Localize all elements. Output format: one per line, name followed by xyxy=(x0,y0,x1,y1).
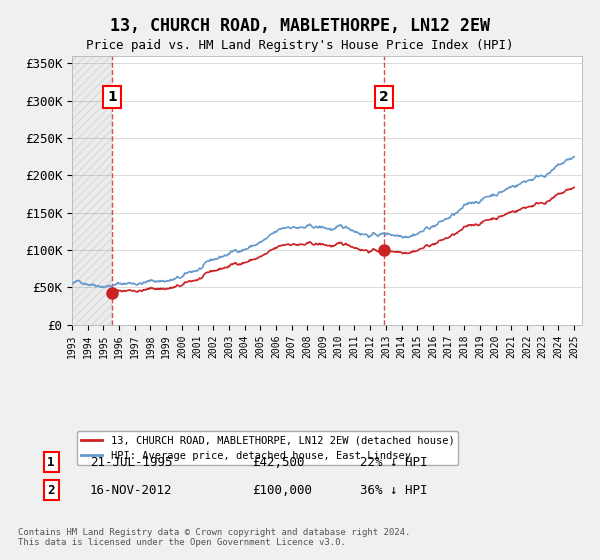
Text: 13, CHURCH ROAD, MABLETHORPE, LN12 2EW: 13, CHURCH ROAD, MABLETHORPE, LN12 2EW xyxy=(110,17,490,35)
Text: 2: 2 xyxy=(47,483,55,497)
Text: Contains HM Land Registry data © Crown copyright and database right 2024.
This d: Contains HM Land Registry data © Crown c… xyxy=(18,528,410,547)
Legend: 13, CHURCH ROAD, MABLETHORPE, LN12 2EW (detached house), HPI: Average price, det: 13, CHURCH ROAD, MABLETHORPE, LN12 2EW (… xyxy=(77,431,458,465)
Text: 36% ↓ HPI: 36% ↓ HPI xyxy=(360,483,427,497)
Text: 22% ↓ HPI: 22% ↓ HPI xyxy=(360,455,427,469)
Text: 21-JUL-1995: 21-JUL-1995 xyxy=(90,455,173,469)
Text: £100,000: £100,000 xyxy=(252,483,312,497)
Text: 1: 1 xyxy=(107,90,117,104)
Text: 1: 1 xyxy=(47,455,55,469)
Text: Price paid vs. HM Land Registry's House Price Index (HPI): Price paid vs. HM Land Registry's House … xyxy=(86,39,514,52)
Text: 16-NOV-2012: 16-NOV-2012 xyxy=(90,483,173,497)
Text: 2: 2 xyxy=(379,90,389,104)
Bar xyxy=(72,56,112,325)
Text: £42,500: £42,500 xyxy=(252,455,305,469)
